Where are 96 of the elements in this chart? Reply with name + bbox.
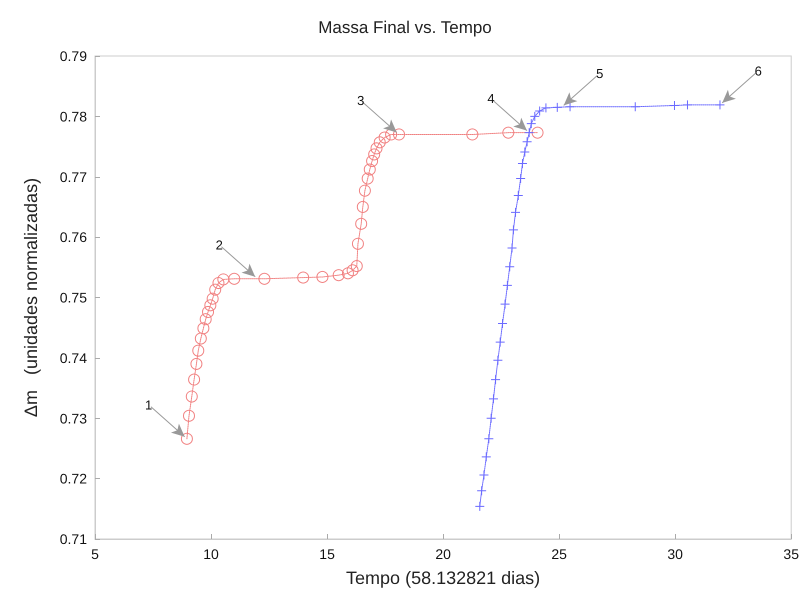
point [202,306,214,318]
point [385,128,398,140]
point [378,132,391,144]
x-tick-label: 5 [91,546,100,562]
point [362,172,374,185]
point [346,264,359,276]
point [366,155,378,168]
annotation: 2 [216,237,223,252]
point [565,102,576,112]
y-tick-label: 0.78 [60,108,88,124]
point [530,111,540,122]
point [190,358,202,370]
point [520,146,530,157]
point [194,332,207,345]
point [228,272,240,285]
point [504,262,515,272]
point [630,102,640,112]
point [552,102,562,112]
point [186,390,198,403]
y-tick-label: 0.72 [60,470,88,487]
annotation: 6 [754,63,762,78]
point [500,299,510,310]
y-tick-label: 0.76 [60,229,88,246]
point [524,128,534,138]
point [669,100,680,111]
point [510,207,521,218]
y-tick-label: 0.77 [60,168,88,185]
annotation: 4 [487,91,495,106]
point [212,277,224,290]
point [540,102,551,113]
point [297,272,310,284]
point [393,128,406,140]
point [502,126,514,139]
point [522,136,532,147]
y-tick-label: 0.71 [60,531,88,547]
x-tick-label: 10 [203,546,220,562]
point [332,269,345,282]
point [316,270,328,283]
point [374,136,386,148]
point [206,292,219,305]
point [350,260,363,272]
point [258,272,270,285]
point [534,106,545,116]
x-axis-title: Tempo (58.132821 dias) [346,568,540,588]
x-tick-label: 25 [551,546,568,562]
point [200,313,212,326]
point [197,322,210,334]
point [192,344,204,357]
point [517,158,528,168]
point [486,413,496,424]
point [356,200,369,213]
point [183,410,195,422]
annotation: 5 [596,66,604,81]
point [682,100,692,110]
chart-title: Massa Final vs. Tempo [318,18,492,37]
point [714,100,725,110]
point [352,238,364,250]
point [368,148,380,160]
point [217,273,230,286]
point [495,337,506,348]
y-tick-label: 0.79 [60,48,88,64]
point [370,142,383,154]
point [358,184,371,197]
point [476,486,487,496]
point [364,164,376,176]
point [204,299,216,312]
point [481,452,492,462]
point [209,284,222,296]
y-tick-label: 0.74 [60,350,88,366]
point [488,394,498,404]
point [484,434,494,444]
point [355,218,368,230]
x-tick-label: 35 [783,546,800,562]
point [492,355,503,366]
x-tick-label: 15 [319,546,336,562]
point [532,126,544,139]
point [474,501,485,512]
point [188,374,200,386]
annotation: 3 [357,92,364,108]
point [513,190,524,200]
annotation: 1 [145,397,152,412]
point [180,432,193,445]
y-tick-label: 0.75 [60,290,88,306]
point [526,118,536,129]
y-tick-label: 0.73 [60,410,88,426]
x-tick-label: 30 [667,546,684,562]
point [490,374,501,385]
point [502,280,512,290]
point [342,267,354,280]
point [466,128,478,140]
point [508,224,518,235]
y-axis-title: Δm (unidades normalizadas) [21,178,41,418]
x-tick-label: 20 [435,546,452,562]
point [516,174,526,184]
point [507,242,518,253]
point [478,470,489,480]
